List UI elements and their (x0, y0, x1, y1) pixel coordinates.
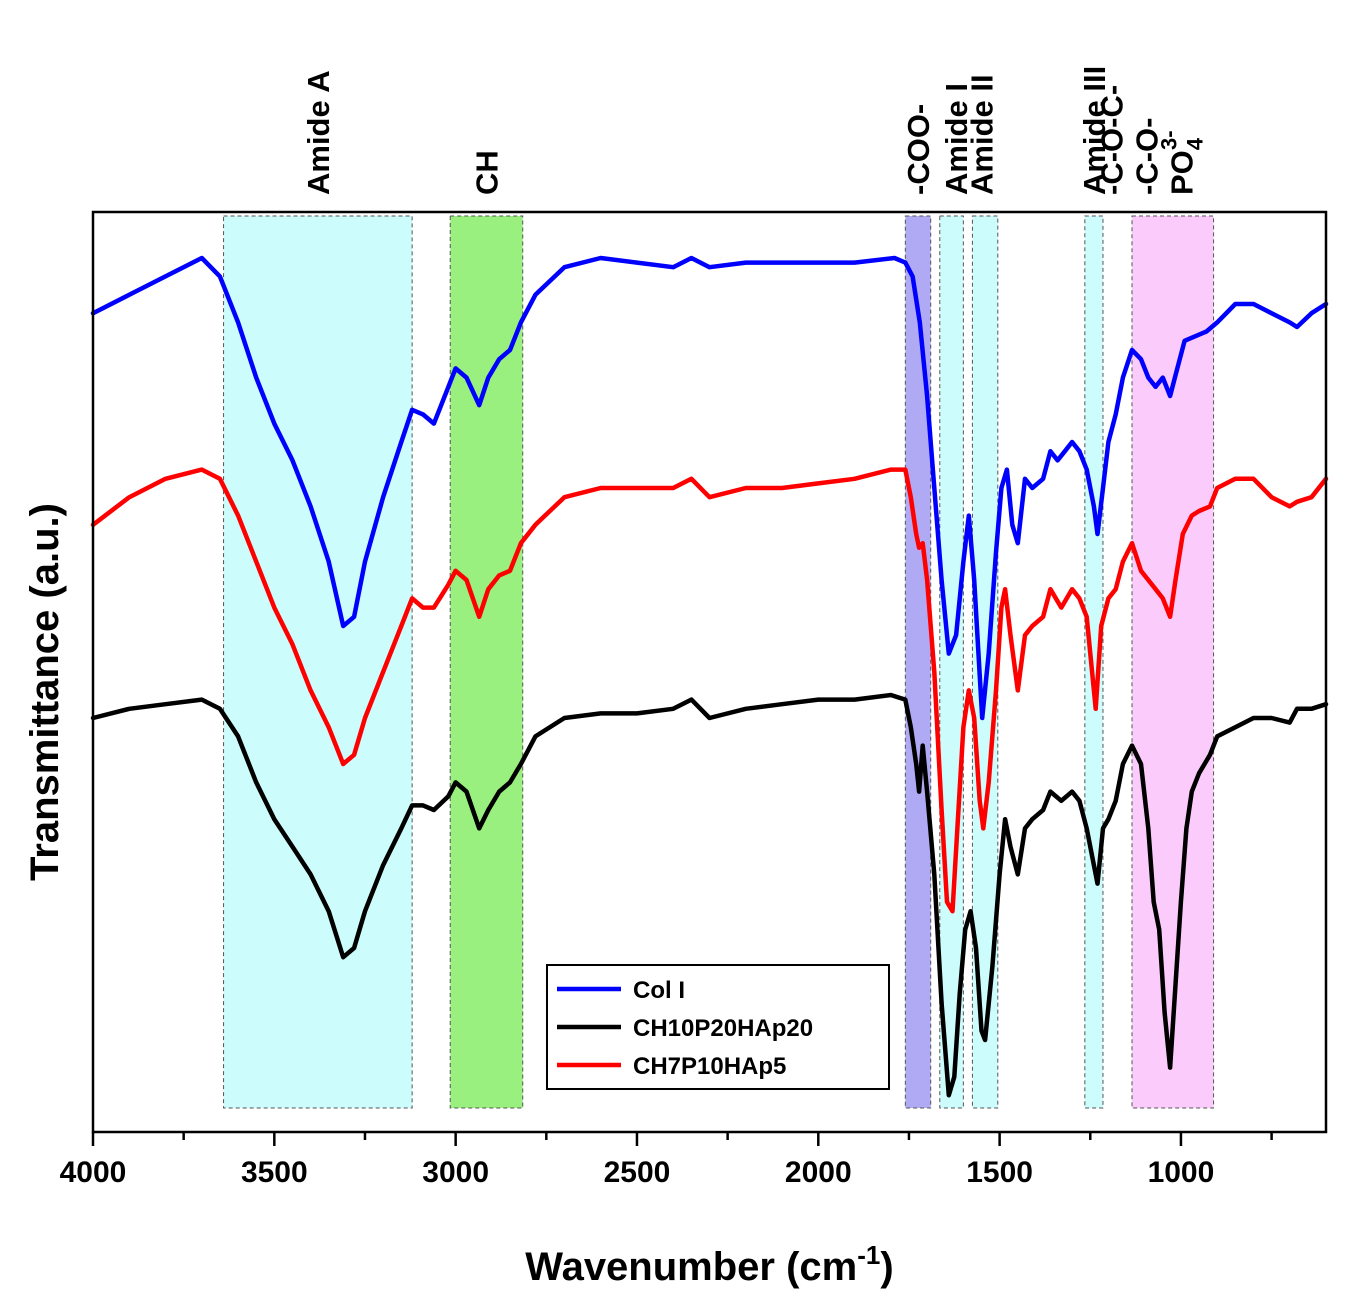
x-axis-ticks: 4000 3500 3000 2500 2000 1500 1000 (60, 1132, 1272, 1189)
legend: Col I CH10P20HAp20 CH7P10HAp5 (547, 965, 889, 1089)
x-tick-label: 3000 (422, 1156, 489, 1189)
legend-label: CH7P10HAp5 (633, 1053, 786, 1080)
band-label-phosphate: PO43- (1156, 130, 1207, 195)
legend-label: Col I (633, 977, 685, 1004)
ftir-figure: 4000 3500 3000 2500 2000 1500 1000 Amide A CH -C… (0, 0, 1357, 1309)
band-label-ester: -C-O- (1129, 118, 1164, 195)
x-tick-label: 3500 (241, 1156, 308, 1189)
x-axis-title-main: Wavenumber (cm (525, 1245, 857, 1289)
x-axis-title-close: ) (880, 1245, 893, 1289)
band-label-amide-ii: Amide II (964, 74, 999, 195)
x-tick-label: 1000 (1148, 1156, 1215, 1189)
legend-label: CH10P20HAp20 (633, 1015, 813, 1042)
y-axis-title: Transmittance (a.u.) (23, 503, 67, 881)
ftir-chart: 4000 3500 3000 2500 2000 1500 1000 Amide A CH -C… (0, 0, 1357, 1309)
x-tick-label: 1500 (966, 1156, 1033, 1189)
band-ester (1132, 216, 1214, 1108)
band-label-ester: -C-O-C- (1094, 85, 1129, 195)
band-coo (905, 216, 930, 1108)
x-tick-label: 2500 (604, 1156, 671, 1189)
x-axis-title: Wavenumber (cm-1) (525, 1240, 893, 1289)
band-label-amide-a: Amide A (301, 70, 336, 195)
band-amide-a (224, 216, 413, 1108)
x-tick-label: 2000 (785, 1156, 852, 1189)
x-tick-label: 4000 (60, 1156, 127, 1189)
band-label-ch: CH (469, 150, 504, 195)
band-label-coo: -COO- (901, 104, 936, 195)
x-axis-title-sup: -1 (857, 1240, 880, 1270)
